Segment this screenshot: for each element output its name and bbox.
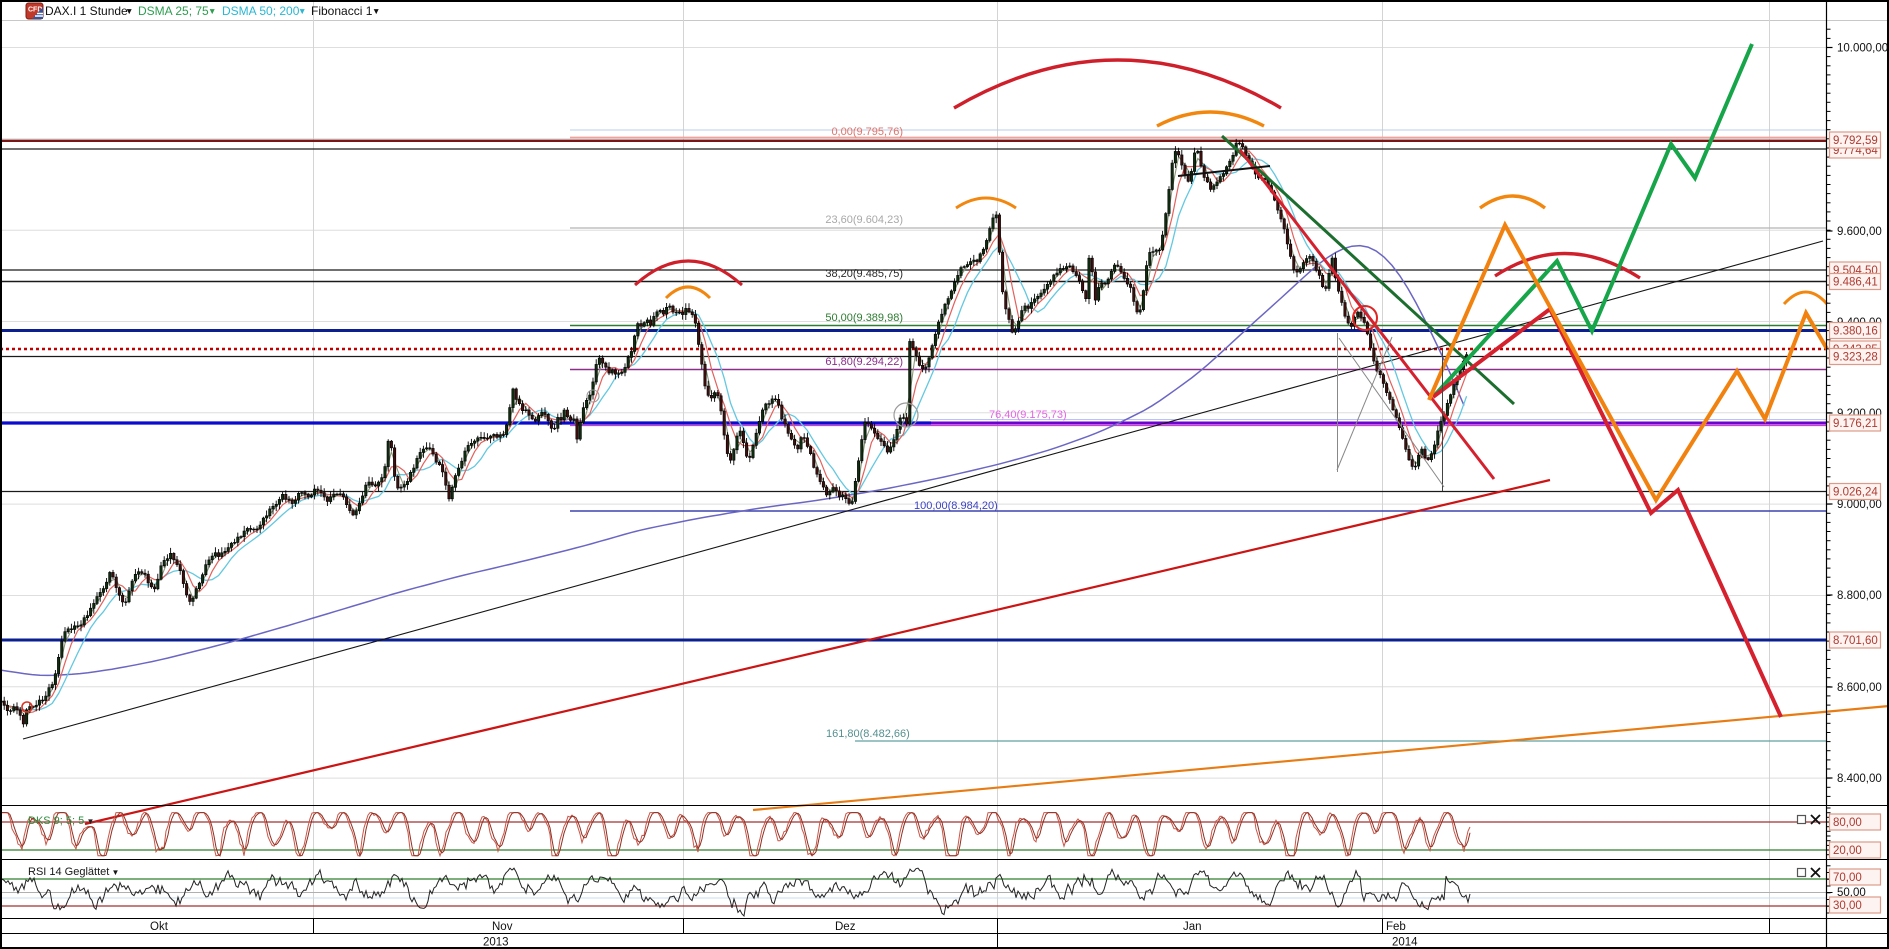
svg-text:CFD: CFD (28, 7, 42, 14)
svg-text:76,40(9.175,73): 76,40(9.175,73) (989, 409, 1067, 421)
svg-text:38,20(9.485,75): 38,20(9.485,75) (825, 268, 903, 280)
svg-text:Nov: Nov (492, 921, 513, 933)
svg-text:50,00(9.389,98): 50,00(9.389,98) (825, 312, 903, 324)
svg-text:9.323,28: 9.323,28 (1833, 352, 1878, 364)
svg-text:▼: ▼ (208, 6, 216, 16)
svg-text:8.400,00: 8.400,00 (1837, 773, 1882, 785)
svg-text:9.026,24: 9.026,24 (1833, 487, 1878, 499)
svg-text:DSMA 25; 75: DSMA 25; 75 (138, 4, 209, 18)
svg-text:70,00: 70,00 (1833, 872, 1862, 884)
svg-text:9.176,21: 9.176,21 (1833, 418, 1878, 430)
svg-text:DSMA 50; 200: DSMA 50; 200 (222, 4, 300, 18)
svg-text:9.600,00: 9.600,00 (1837, 226, 1882, 238)
svg-text:Jan: Jan (1183, 921, 1202, 933)
svg-text:61,80(9.294,22): 61,80(9.294,22) (825, 356, 903, 368)
svg-text:▼: ▼ (372, 6, 380, 16)
svg-text:DAX.I 1 Stunde: DAX.I 1 Stunde (45, 4, 128, 18)
svg-text:100,00(8.984,20): 100,00(8.984,20) (914, 500, 998, 512)
svg-text:RSI 14 Geglättet ▼: RSI 14 Geglättet ▼ (28, 866, 119, 878)
svg-text:▼: ▼ (125, 6, 133, 16)
svg-text:2013: 2013 (483, 937, 509, 949)
svg-text:9.486,41: 9.486,41 (1833, 277, 1878, 289)
svg-text:9.792,59: 9.792,59 (1833, 135, 1878, 147)
svg-text:▼: ▼ (298, 6, 306, 16)
svg-text:Fibonacci 1: Fibonacci 1 (311, 4, 373, 18)
svg-text:0,00(9.795,76): 0,00(9.795,76) (831, 126, 903, 138)
svg-text:30,00: 30,00 (1833, 900, 1862, 912)
svg-text:2014: 2014 (1392, 937, 1418, 949)
svg-text:20,00: 20,00 (1833, 845, 1862, 857)
svg-text:Dez: Dez (835, 921, 856, 933)
svg-text:DKS 9; 5; 5 ▼: DKS 9; 5; 5 ▼ (28, 815, 94, 827)
svg-text:50,00: 50,00 (1837, 887, 1866, 899)
svg-text:Feb: Feb (1386, 921, 1406, 933)
svg-text:80,00: 80,00 (1833, 817, 1862, 829)
svg-text:8.600,00: 8.600,00 (1837, 682, 1882, 694)
svg-text:10.000,00: 10.000,00 (1837, 43, 1888, 55)
svg-text:8.701,60: 8.701,60 (1833, 635, 1878, 647)
svg-text:9.380,16: 9.380,16 (1833, 326, 1878, 338)
svg-text:8.800,00: 8.800,00 (1837, 590, 1882, 602)
svg-text:161,80(8.482,66): 161,80(8.482,66) (826, 728, 910, 740)
svg-text:Okt: Okt (150, 921, 169, 933)
svg-text:23,60(9.604,23): 23,60(9.604,23) (825, 214, 903, 226)
svg-text:9.000,00: 9.000,00 (1837, 499, 1882, 511)
